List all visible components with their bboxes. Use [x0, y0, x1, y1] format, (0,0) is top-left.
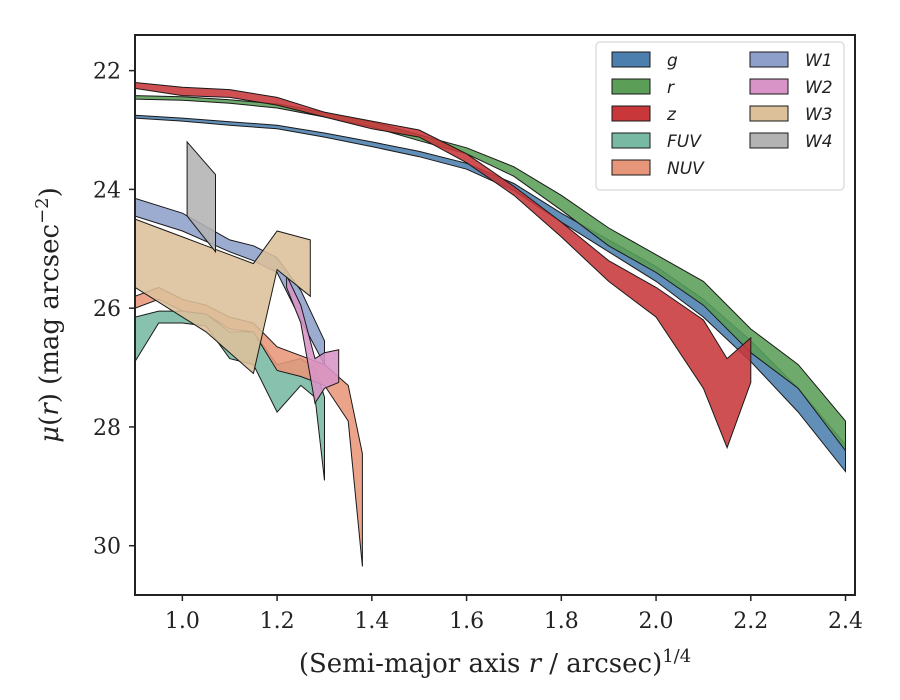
band-w4 — [186, 140, 216, 254]
x-tick-label: 1.0 — [165, 609, 200, 634]
legend-swatch-fuv — [611, 132, 651, 149]
legend-swatch-w4 — [749, 132, 789, 149]
x-tick-label: 1.4 — [354, 609, 389, 634]
band-w2 — [286, 275, 340, 405]
legend-swatch-w1 — [749, 51, 789, 68]
legend-label-fuv: FUV — [667, 132, 702, 152]
y-tick-label: 22 — [93, 60, 121, 85]
legend-label-w2: W2 — [805, 78, 833, 98]
band-w3 — [135, 218, 311, 375]
legend-label-g: g — [667, 51, 678, 71]
y-axis: 22 24 26 28 30 — [93, 60, 135, 560]
x-tick-label: 2.4 — [828, 609, 863, 634]
bands-layer — [135, 81, 846, 567]
legend: grz FUV NUV W1 W2 W3 W4 — [595, 41, 845, 191]
x-axis-label: (Semi-major axis r / arcsec)1/4 — [299, 646, 691, 679]
band-z — [135, 81, 752, 450]
legend-label-w1: W1 — [805, 51, 833, 71]
x-tick-label: 2.0 — [639, 609, 674, 634]
x-tick-label: 2.2 — [733, 609, 768, 634]
y-tick-label: 24 — [93, 178, 121, 203]
legend-swatch-z — [611, 105, 651, 122]
legend-swatch-nuv — [611, 159, 651, 176]
legend-label-w3: W3 — [805, 105, 833, 125]
legend-swatch-w2 — [749, 78, 789, 95]
legend-label-z: z — [666, 105, 677, 125]
legend-label-nuv: NUV — [667, 159, 705, 179]
legend-swatch-g — [611, 51, 651, 68]
x-tick-label: 1.8 — [544, 609, 579, 634]
legend-swatch-r — [611, 78, 651, 95]
y-tick-label: 26 — [93, 297, 121, 322]
x-tick-label: 1.2 — [260, 609, 295, 634]
x-axis: 1.0 1.2 1.4 1.6 1.8 2.0 2.2 2.4 — [165, 595, 863, 634]
y-axis-label: μ(r) (mag arcsec−2) — [32, 187, 65, 443]
plot-frame — [134, 34, 856, 596]
x-tick-label: 1.6 — [449, 609, 484, 634]
legend-label-w4: W4 — [805, 132, 833, 152]
y-tick-label: 30 — [93, 535, 121, 560]
legend-swatch-w3 — [749, 105, 789, 122]
y-tick-label: 28 — [93, 416, 121, 441]
legend-label-r: r — [667, 78, 675, 98]
band-g — [135, 114, 846, 473]
